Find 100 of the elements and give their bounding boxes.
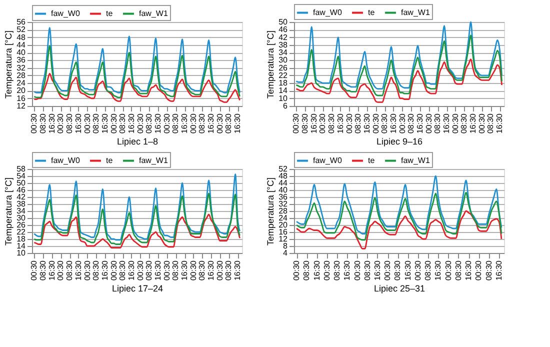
y-tick-label: 24 bbox=[16, 78, 26, 88]
x-tick-label: 16:30 bbox=[362, 112, 372, 134]
line-series bbox=[296, 34, 502, 96]
x-tick-label: 16:30 bbox=[180, 260, 190, 281]
x-tick-label: 08:30 bbox=[171, 260, 180, 281]
legend-label: te bbox=[106, 156, 114, 165]
x-tick-label: 08:30 bbox=[198, 260, 207, 281]
x-tick-label: 00:30 bbox=[56, 112, 66, 134]
y-tick-label: 16 bbox=[16, 94, 26, 103]
y-tick-label: 18 bbox=[278, 78, 288, 88]
x-tick-label: 16:30 bbox=[154, 260, 162, 281]
y-tick-label: 52 bbox=[278, 164, 288, 174]
x-tick-label: 08:30 bbox=[65, 112, 74, 134]
line-series bbox=[34, 174, 240, 241]
x-tick-label: 16:30 bbox=[416, 112, 424, 134]
x-tick-label: 16:30 bbox=[47, 112, 56, 134]
x-tick-label: 00:30 bbox=[30, 112, 39, 134]
y-tick-label: 44 bbox=[278, 178, 288, 188]
x-tick-label: 16:30 bbox=[74, 112, 83, 134]
y-tick-label: 14 bbox=[278, 86, 288, 96]
x-tick-label: 00:30 bbox=[30, 260, 39, 281]
y-tick-label: 54 bbox=[16, 172, 26, 180]
y-axis-title: Temperatura [°C] bbox=[4, 177, 14, 246]
x-tick-label: 16:30 bbox=[126, 112, 136, 134]
y-tick-label: 8 bbox=[283, 242, 288, 250]
y-tick-label: 24 bbox=[278, 214, 288, 222]
x-tick-label: 00:30 bbox=[371, 112, 380, 134]
x-tick-label: 08:30 bbox=[38, 112, 48, 134]
x-tick-label: 16:30 bbox=[336, 112, 345, 134]
x-tick-label: 16:30 bbox=[342, 260, 352, 281]
x-tick-label: 00:30 bbox=[292, 260, 302, 281]
line-series bbox=[34, 27, 240, 94]
y-tick-label: 38 bbox=[16, 200, 26, 208]
legend-label: faw_W1 bbox=[139, 8, 168, 18]
x-tick-label: 00:30 bbox=[109, 112, 118, 134]
y-tick-label: 12 bbox=[16, 102, 26, 110]
y-tick-label: 48 bbox=[278, 172, 288, 180]
y-tick-label: 32 bbox=[16, 63, 26, 72]
x-tick-label: 08:30 bbox=[198, 112, 207, 134]
x-tick-label: 08:30 bbox=[118, 112, 128, 134]
legend-label: faw_W0 bbox=[313, 156, 342, 165]
x-tick-label: 16:30 bbox=[74, 260, 83, 281]
x-tick-label: 00:30 bbox=[352, 260, 362, 281]
line-series bbox=[296, 175, 502, 234]
x-tick-label: 08:30 bbox=[118, 260, 128, 281]
y-tick-label: 18 bbox=[16, 234, 26, 244]
x-tick-label: 16:30 bbox=[495, 112, 504, 134]
legend-label: faw_W0 bbox=[51, 8, 80, 18]
y-tick-label: 26 bbox=[278, 63, 288, 72]
x-tick-label: 00:30 bbox=[398, 112, 407, 134]
x-tick-label: 08:30 bbox=[65, 260, 74, 281]
x-tick-label: 00:30 bbox=[188, 260, 198, 281]
x-tick-label: 08:30 bbox=[380, 112, 390, 134]
x-tick-label: 16:30 bbox=[309, 112, 318, 134]
x-tick-label: 00:30 bbox=[474, 260, 484, 281]
y-tick-label: 36 bbox=[16, 56, 26, 65]
x-axis-title: Lipiec 9–16 bbox=[376, 136, 423, 147]
y-tick-label: 30 bbox=[278, 56, 288, 65]
x-tick-label: 16:30 bbox=[464, 260, 474, 281]
x-tick-label: 16:30 bbox=[494, 260, 504, 281]
legend-label: te bbox=[106, 8, 114, 18]
line-series bbox=[34, 45, 240, 98]
x-axis-title: Lipiec 25–31 bbox=[374, 284, 426, 294]
x-tick-label: 08:30 bbox=[484, 260, 494, 281]
x-tick-label: 00:30 bbox=[424, 112, 434, 134]
x-tick-label: 00:30 bbox=[444, 260, 453, 281]
x-axis-title: Lipiec 1–8 bbox=[116, 136, 158, 147]
x-tick-label: 00:30 bbox=[56, 260, 66, 281]
x-tick-label: 00:30 bbox=[188, 112, 198, 134]
y-tick-label: 48 bbox=[16, 32, 26, 42]
x-tick-label: 00:30 bbox=[136, 112, 145, 134]
legend-label: faw_W1 bbox=[401, 8, 430, 17]
y-tick-label: 50 bbox=[16, 178, 26, 188]
x-tick-label: 16:30 bbox=[403, 260, 412, 281]
x-tick-label: 08:30 bbox=[144, 260, 154, 281]
x-tick-label: 16:30 bbox=[468, 112, 478, 134]
x-tick-label: 08:30 bbox=[393, 260, 402, 281]
x-tick-label: 00:30 bbox=[344, 112, 354, 134]
y-tick-label: 20 bbox=[278, 220, 288, 230]
x-tick-label: 16:30 bbox=[434, 260, 443, 281]
x-tick-label: 00:30 bbox=[450, 112, 460, 134]
x-tick-label: 16:30 bbox=[47, 260, 56, 281]
line-series bbox=[34, 214, 240, 248]
legend-label: faw_W0 bbox=[313, 8, 342, 17]
x-tick-label: 08:30 bbox=[406, 112, 416, 134]
line-series bbox=[296, 58, 502, 103]
y-tick-label: 32 bbox=[278, 200, 288, 208]
x-tick-label: 00:30 bbox=[162, 260, 172, 281]
y-tick-label: 36 bbox=[278, 192, 288, 202]
y-tick-label: 34 bbox=[16, 206, 26, 216]
legend-label: faw_W0 bbox=[51, 156, 80, 165]
x-tick-label: 08:30 bbox=[224, 260, 234, 281]
x-tick-label: 08:30 bbox=[92, 112, 101, 134]
y-tick-label: 46 bbox=[16, 186, 26, 194]
x-tick-label: 08:30 bbox=[454, 260, 463, 281]
y-axis-title: Temperatura [°C] bbox=[266, 30, 276, 99]
line-series bbox=[296, 210, 502, 250]
legend-label: faw_W1 bbox=[139, 156, 168, 165]
y-tick-label: 50 bbox=[278, 18, 288, 26]
x-tick-label: 08:30 bbox=[486, 112, 496, 134]
